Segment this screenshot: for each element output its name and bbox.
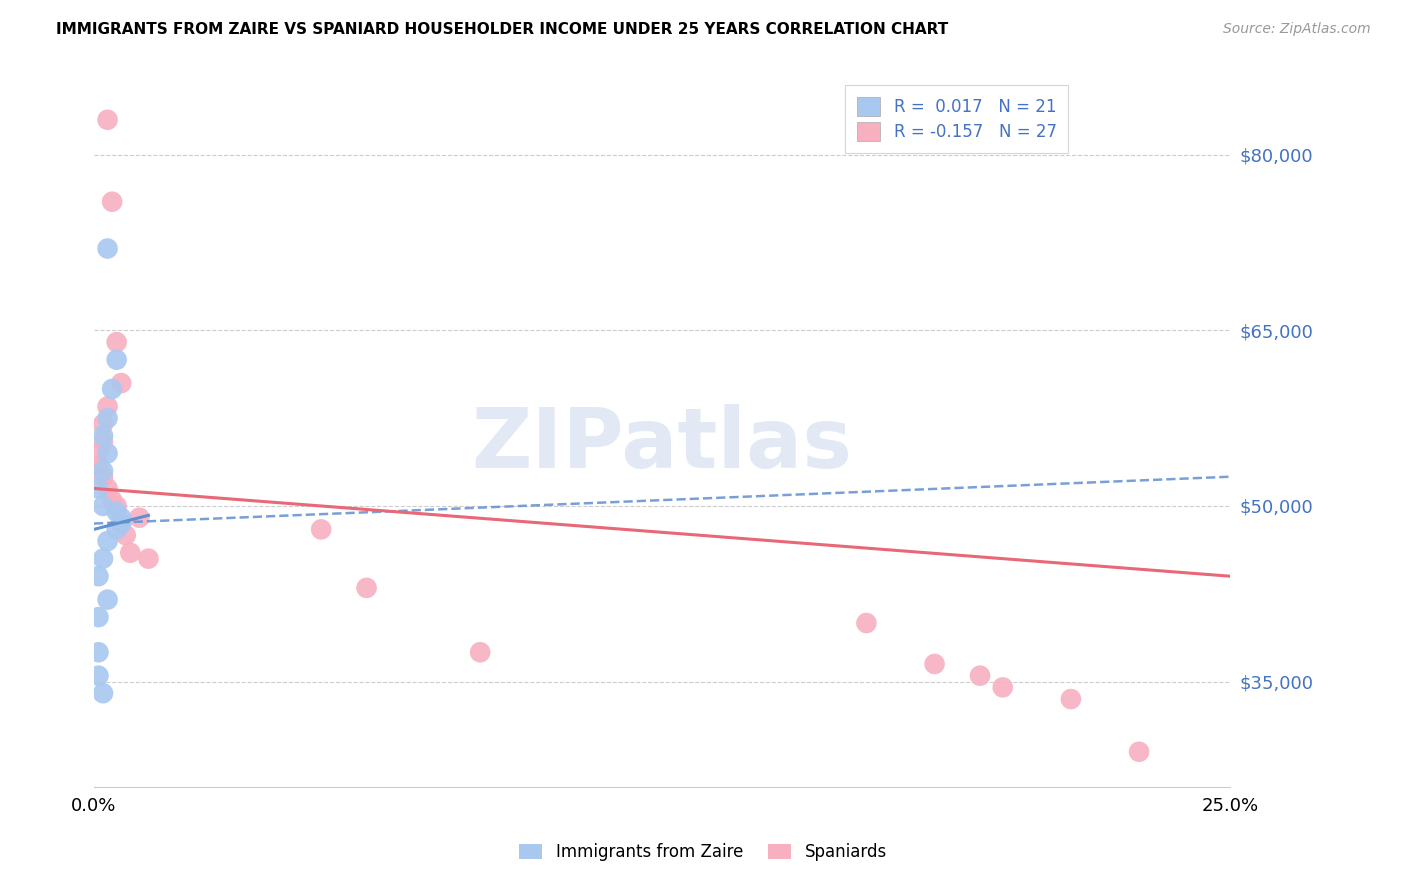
Point — [110, 516, 132, 531]
Point — [105, 505, 128, 519]
Point — [356, 581, 378, 595]
Legend: R =  0.017   N = 21, R = -0.157   N = 27: R = 0.017 N = 21, R = -0.157 N = 27 — [845, 85, 1069, 153]
Point — [138, 551, 160, 566]
Point — [87, 482, 110, 496]
Text: IMMIGRANTS FROM ZAIRE VS SPANIARD HOUSEHOLDER INCOME UNDER 25 YEARS CORRELATION : IMMIGRANTS FROM ZAIRE VS SPANIARD HOUSEH… — [56, 22, 949, 37]
Point — [97, 411, 120, 425]
Point — [87, 610, 110, 624]
Point — [969, 668, 991, 682]
Point — [87, 645, 110, 659]
Point — [855, 615, 877, 630]
Point — [97, 112, 120, 127]
Point — [114, 528, 136, 542]
Point — [87, 668, 110, 682]
Point — [110, 376, 132, 390]
Point — [101, 493, 124, 508]
Point — [87, 569, 110, 583]
Point — [91, 686, 114, 700]
Point — [470, 645, 492, 659]
Text: Source: ZipAtlas.com: Source: ZipAtlas.com — [1223, 22, 1371, 37]
Text: ZIPatlas: ZIPatlas — [471, 404, 852, 484]
Point — [120, 546, 142, 560]
Point — [105, 522, 128, 536]
Point — [91, 434, 114, 449]
Point — [105, 352, 128, 367]
Point — [991, 681, 1014, 695]
Point — [87, 446, 110, 460]
Point — [309, 522, 332, 536]
Point — [91, 469, 114, 483]
Point — [91, 417, 114, 431]
Legend: Immigrants from Zaire, Spaniards: Immigrants from Zaire, Spaniards — [512, 837, 894, 868]
Point — [924, 657, 946, 671]
Point — [91, 464, 114, 478]
Point — [110, 510, 132, 524]
Point — [101, 194, 124, 209]
Point — [110, 516, 132, 531]
Point — [1128, 745, 1150, 759]
Point — [105, 335, 128, 350]
Point — [97, 400, 120, 414]
Point — [97, 446, 120, 460]
Point — [128, 510, 150, 524]
Point — [87, 458, 110, 472]
Point — [101, 382, 124, 396]
Point — [97, 482, 120, 496]
Point — [97, 534, 120, 549]
Point — [97, 242, 120, 256]
Point — [91, 499, 114, 513]
Point — [97, 592, 120, 607]
Point — [105, 499, 128, 513]
Point — [1060, 692, 1083, 706]
Point — [91, 551, 114, 566]
Point — [91, 429, 114, 443]
